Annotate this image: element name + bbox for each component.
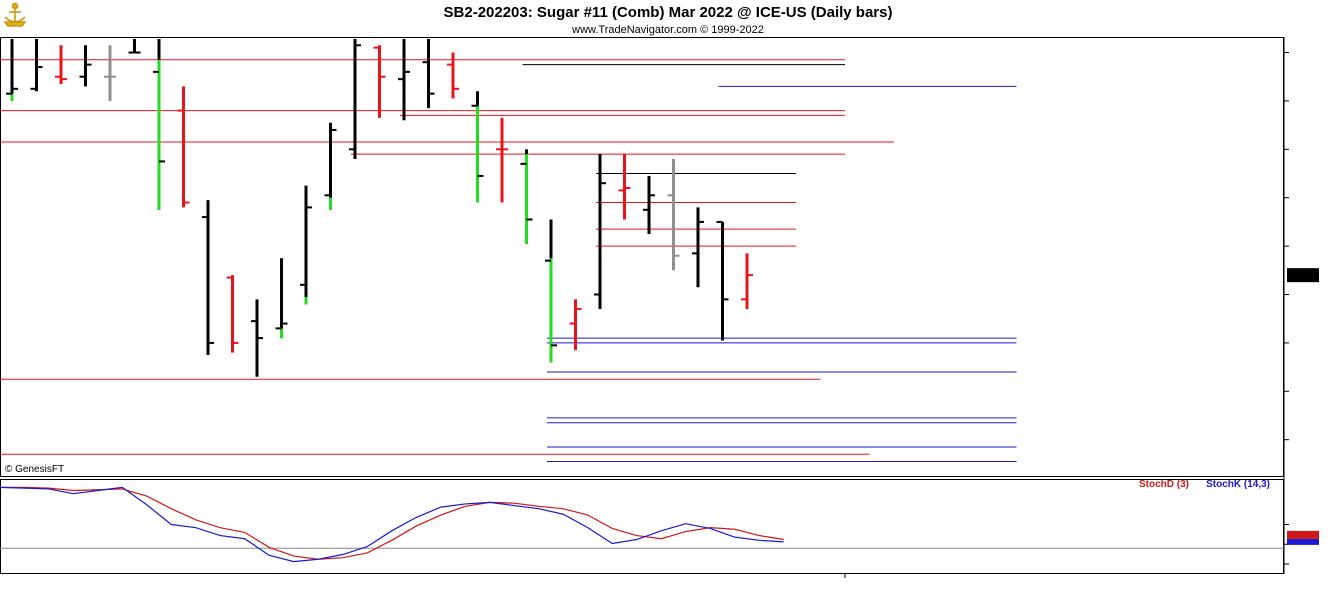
stoch-d-last-box (1287, 530, 1319, 539)
price-pane-frame (0, 37, 1284, 477)
axis-layer (844, 52, 1319, 578)
stoch-pane-frame (0, 479, 1284, 574)
stoch-d-line (0, 486, 784, 560)
watermark: © GenesisFT (5, 464, 64, 475)
bars-layer (6, 39, 753, 377)
stoch-k-line (0, 486, 784, 563)
chart-title: SB2-202203: Sugar #11 (Comb) Mar 2022 @ … (444, 4, 893, 21)
stoch-layer (0, 486, 784, 563)
legend-stoch-k: StochK (14,3) (1206, 479, 1270, 490)
chart-subtitle: www.TradeNavigator.com © 1999-2022 (571, 24, 764, 36)
levels-layer (0, 59, 1017, 462)
legend-stoch-d: StochD (3) (1139, 479, 1189, 490)
logo (3, 2, 27, 27)
stoch-k-last-box (1287, 538, 1319, 545)
grid-layer (0, 547, 1284, 549)
last-price-box (1287, 268, 1319, 283)
anchor-icon (3, 2, 27, 27)
